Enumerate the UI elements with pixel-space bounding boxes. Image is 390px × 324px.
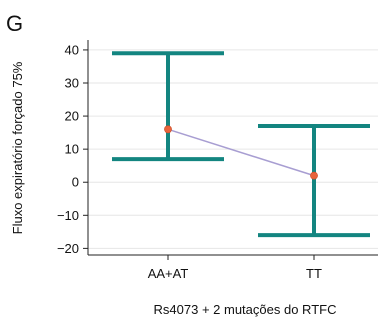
chart-marks	[112, 51, 370, 238]
y-tick-label: 0	[72, 175, 79, 190]
x-axis-title: Rs4073 + 2 mutações do RTFC	[154, 302, 337, 317]
y-tick-label: 10	[65, 142, 79, 157]
y-tick-label: −10	[57, 208, 79, 223]
grid	[88, 49, 378, 249]
panel-label: G	[6, 11, 23, 36]
y-axis-title: Fluxo expiratório forçado 75%	[10, 61, 25, 234]
x-tick-label: TT	[306, 266, 322, 281]
x-tick-label: AA+AT	[148, 266, 189, 281]
x-ticks: AA+AT TT	[148, 255, 322, 281]
y-tick-label: 20	[65, 109, 79, 124]
series-line	[167, 128, 315, 177]
y-ticks: −20 −10 0 10 20 30 40	[57, 42, 88, 256]
axes	[87, 40, 378, 256]
y-tick-label: 30	[65, 76, 79, 91]
data-point	[310, 171, 318, 180]
data-point	[164, 125, 172, 134]
y-tick-label: −20	[57, 241, 79, 256]
y-tick-label: 40	[65, 42, 79, 57]
